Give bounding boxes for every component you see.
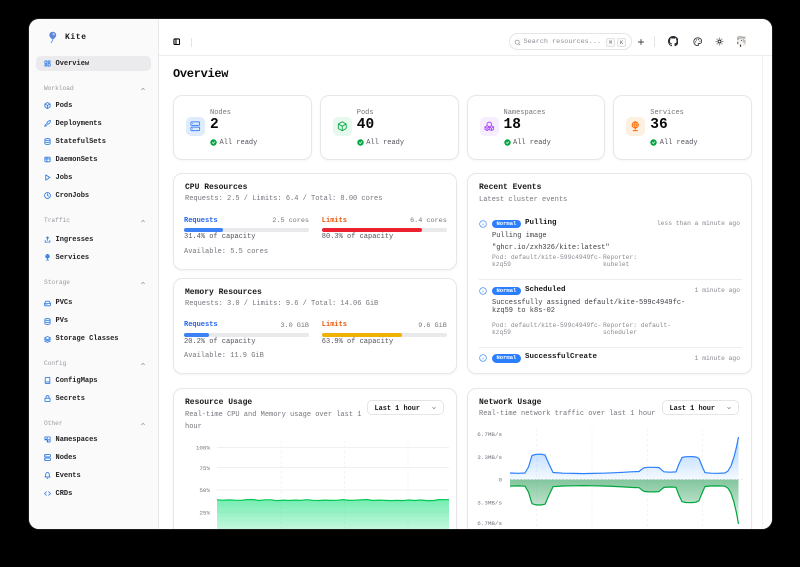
svg-text:6.7MB/s: 6.7MB/s (477, 520, 502, 527)
svg-text:0: 0 (498, 477, 502, 484)
svg-text:3.3MB/s: 3.3MB/s (477, 454, 502, 461)
svg-text:6.7MB/s: 6.7MB/s (477, 431, 502, 438)
svg-text:100%: 100% (196, 445, 211, 452)
svg-text:3.3MB/s: 3.3MB/s (477, 500, 502, 507)
svg-text:25%: 25% (199, 509, 210, 516)
svg-text:50%: 50% (199, 487, 210, 494)
svg-text:75%: 75% (199, 465, 210, 472)
